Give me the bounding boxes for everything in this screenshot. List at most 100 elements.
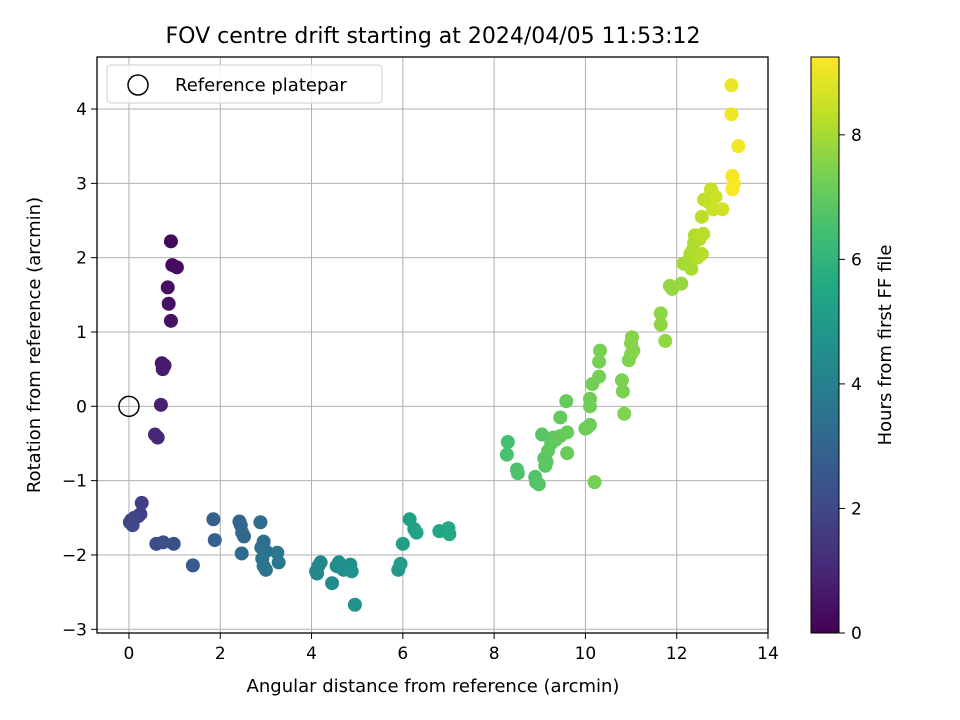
x-tick-label: 14: [757, 644, 779, 664]
colorbar-tick-label: 2: [851, 499, 862, 519]
data-point: [531, 477, 546, 492]
data-point: [582, 417, 597, 432]
x-tick-label: 8: [489, 644, 500, 664]
colorbar-tick-label: 8: [851, 126, 862, 146]
data-point: [163, 234, 178, 249]
data-point: [539, 455, 554, 470]
legend-label-reference: Reference platepar: [175, 75, 347, 96]
data-point: [206, 512, 221, 527]
data-point: [236, 529, 251, 544]
x-tick-label: 2: [215, 644, 226, 664]
data-point: [593, 343, 608, 358]
data-point: [708, 189, 723, 204]
data-point: [134, 495, 149, 510]
data-point: [125, 518, 140, 533]
data-point: [615, 384, 630, 399]
y-tick-label: −3: [62, 620, 87, 640]
colorbar-ticks: 0 2 4 6 8: [839, 126, 862, 644]
data-point: [614, 373, 629, 388]
data-point: [674, 276, 689, 291]
data-point: [442, 527, 457, 542]
y-tick-label: −2: [62, 546, 87, 566]
data-point: [617, 406, 632, 421]
data-point: [694, 209, 709, 224]
data-point: [724, 78, 739, 93]
data-point: [325, 576, 340, 591]
data-point: [626, 343, 641, 358]
x-tick-label: 10: [575, 644, 597, 664]
data-point: [163, 313, 178, 328]
data-point: [161, 296, 176, 311]
data-point: [395, 536, 410, 551]
colorbar-tick-label: 4: [851, 375, 862, 395]
data-point: [500, 434, 515, 449]
colorbar: 0 2 4 6 8 Hours from first FF file: [810, 56, 896, 644]
data-points: [118, 78, 746, 612]
data-point: [499, 447, 514, 462]
grid-lines: [97, 57, 769, 633]
x-axis-label: Angular distance from reference (arcmin): [247, 676, 620, 697]
data-point: [715, 202, 730, 217]
chart-title: FOV centre drift starting at 2024/04/05 …: [166, 24, 701, 49]
data-point: [258, 562, 273, 577]
data-point: [156, 535, 171, 550]
x-tick-label: 4: [306, 644, 317, 664]
data-point: [653, 306, 668, 321]
data-point: [169, 260, 184, 275]
legend: Reference platepar: [106, 64, 383, 104]
legend-marker-reference: [127, 74, 149, 96]
y-tick-label: 2: [76, 249, 87, 269]
data-point: [535, 427, 550, 442]
data-point: [510, 466, 525, 481]
data-point: [310, 566, 325, 581]
y-tick-label: 0: [76, 397, 87, 417]
data-point: [185, 558, 200, 573]
reference-marker: [118, 395, 140, 418]
data-point: [166, 536, 181, 551]
data-point: [271, 555, 286, 570]
data-point: [592, 354, 607, 369]
data-point: [160, 280, 175, 295]
data-point: [553, 410, 568, 425]
data-point: [559, 394, 574, 409]
data-point: [731, 139, 746, 154]
data-point: [582, 399, 597, 414]
plot-frame: [96, 56, 769, 634]
data-point: [560, 446, 575, 461]
data-point: [409, 525, 424, 540]
data-point: [653, 317, 668, 332]
data-point: [344, 564, 359, 579]
data-point: [393, 556, 408, 571]
data-point: [587, 475, 602, 490]
data-point: [253, 515, 268, 530]
data-point: [624, 330, 639, 345]
y-tick-label: −1: [62, 472, 87, 492]
data-point: [155, 362, 170, 377]
legend-box: [106, 64, 383, 104]
data-point: [696, 226, 711, 241]
data-point: [725, 182, 740, 197]
data-point: [207, 533, 222, 548]
x-tick-label: 6: [397, 644, 408, 664]
data-point: [560, 425, 575, 440]
data-point: [347, 597, 362, 612]
data-point: [684, 261, 699, 276]
colorbar-label: Hours from first FF file: [875, 245, 896, 446]
data-point: [234, 546, 249, 561]
colorbar-tick-label: 6: [851, 250, 862, 270]
data-point: [724, 107, 739, 122]
y-axis-label: Rotation from reference (arcmin): [24, 197, 45, 493]
data-point: [658, 333, 673, 348]
colorbar-tick-label: 0: [851, 624, 862, 644]
y-tick-label: 4: [76, 100, 87, 120]
colorbar-gradient: [810, 56, 840, 634]
data-point: [313, 555, 328, 570]
data-point: [150, 430, 165, 445]
x-tick-label: 12: [666, 644, 688, 664]
data-point: [592, 369, 607, 384]
x-tick-label: 0: [124, 644, 135, 664]
y-tick-label: 1: [76, 323, 87, 343]
data-point: [153, 397, 168, 412]
